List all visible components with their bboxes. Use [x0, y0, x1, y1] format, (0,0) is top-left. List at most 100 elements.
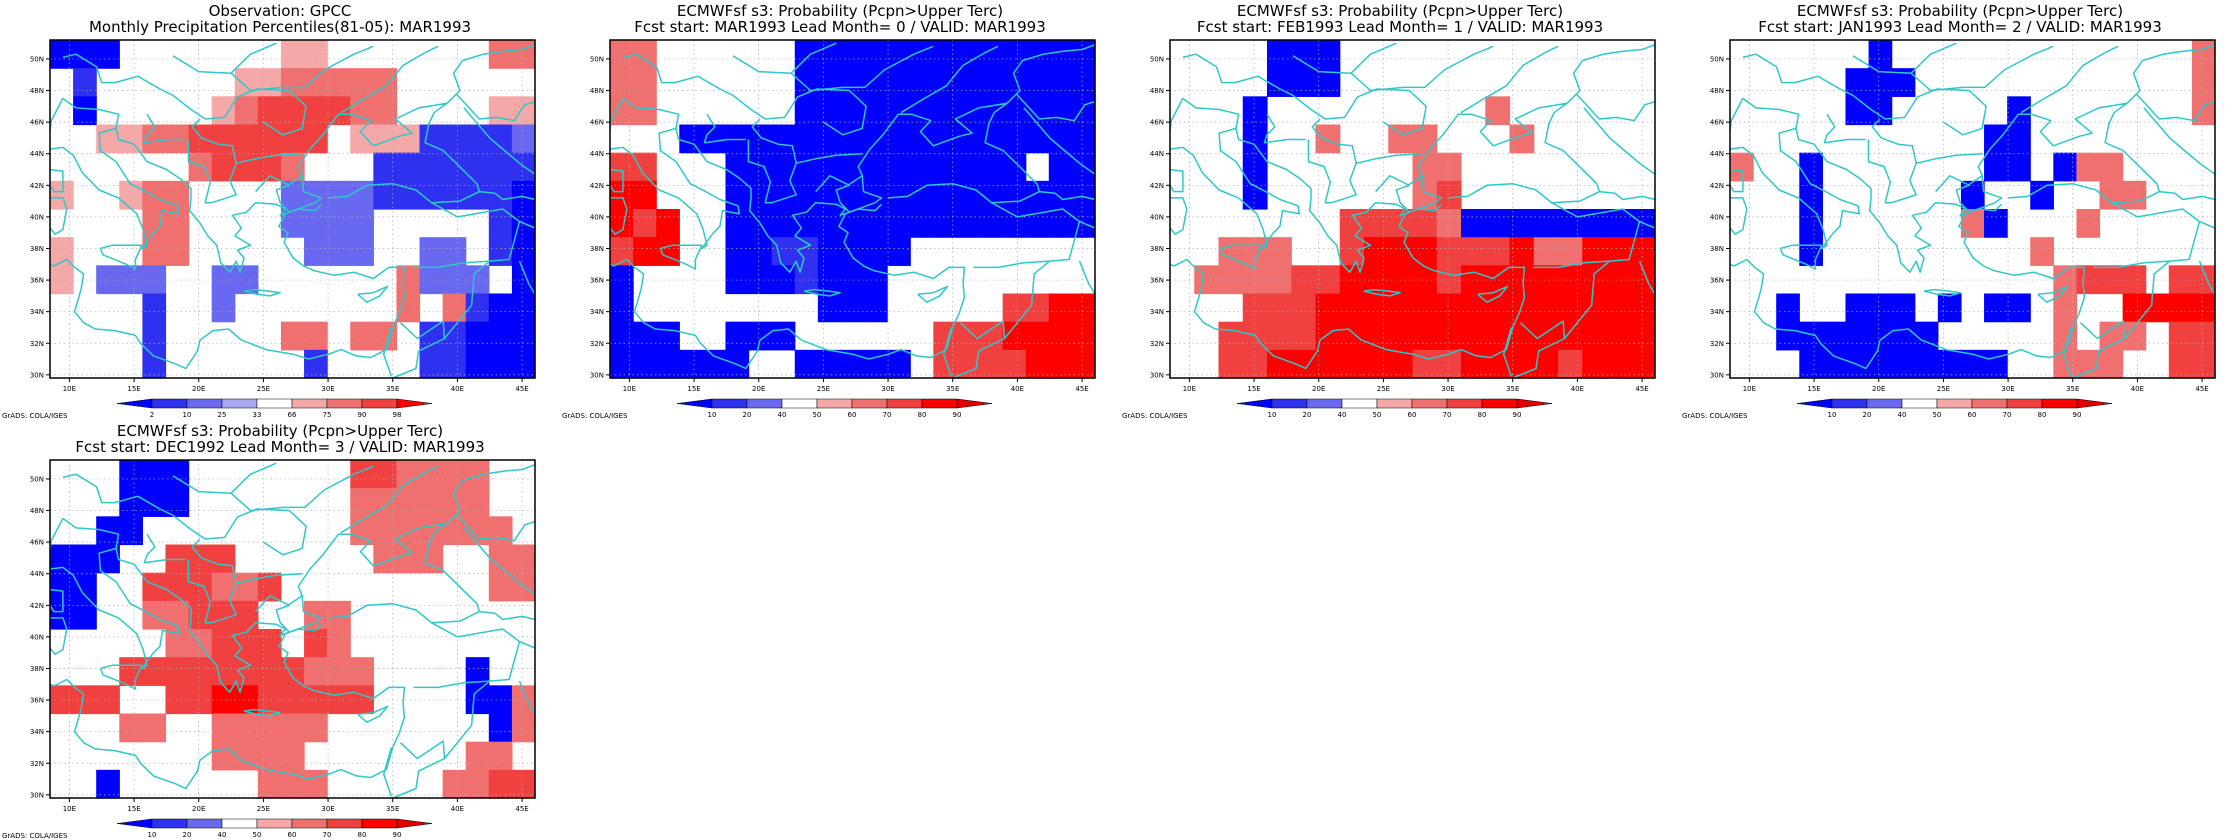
lon-tick-label: 45E — [2195, 385, 2208, 393]
colorbar-label: 80 — [1478, 411, 1487, 419]
shaded-cell — [1315, 349, 1341, 379]
shaded-cell — [864, 124, 888, 154]
lon-tick-label: 10E — [63, 805, 76, 813]
shaded-cell — [373, 68, 398, 97]
coastline — [187, 538, 237, 624]
lat-tick-label: 44N — [590, 150, 604, 158]
lat-tick-label: 30N — [1150, 371, 1164, 379]
shaded-cell — [142, 293, 167, 323]
shaded-cell — [211, 124, 236, 154]
shaded-cell — [2007, 124, 2031, 154]
shaded-cell — [419, 516, 444, 546]
shaded-cell — [1048, 68, 1073, 97]
coastline — [1729, 98, 1744, 131]
colorbar-label: 80 — [2038, 411, 2047, 419]
shaded-cell — [1914, 349, 1939, 379]
coastline — [392, 337, 445, 379]
lat-tick-label: 40N — [1150, 213, 1164, 221]
lat-tick-label: 44N — [1710, 150, 1724, 158]
coastline — [900, 45, 999, 114]
coastline — [99, 244, 143, 270]
shaded-cell — [1436, 321, 1462, 351]
shaded-cell — [373, 544, 398, 574]
shaded-cell — [1048, 209, 1073, 238]
coastline — [609, 203, 966, 370]
shaded-cell — [1845, 321, 1870, 351]
shaded-cell — [465, 265, 490, 295]
shaded-cell — [280, 180, 305, 210]
coastline — [1006, 43, 1096, 104]
shaded-cell — [257, 657, 282, 686]
map-panel: 10E 15E 20E 25E 30E 35E 40E 45E 30N 32N 34N 36N 38N 4… — [1120, 0, 1680, 420]
shaded-cell — [2099, 349, 2124, 379]
shaded-cell — [465, 741, 490, 771]
shaded-cell — [1937, 349, 1962, 379]
colorbar: 10 20 40 50 60 70 80 90 — [1796, 398, 2113, 419]
lon-tick-label: 35E — [946, 385, 959, 393]
shaded-cell — [1388, 124, 1414, 154]
shaded-cell — [887, 40, 911, 69]
plot-frame — [609, 39, 1096, 379]
shaded-cell — [633, 180, 657, 210]
colorbar-label: 90 — [358, 411, 367, 419]
shaded-cell — [488, 741, 513, 771]
coastline — [747, 118, 797, 204]
coastline — [1356, 152, 1423, 164]
lat-tick-label: 36N — [1710, 277, 1724, 285]
shaded-cell — [142, 657, 167, 686]
shaded-cell — [119, 124, 143, 154]
coastline — [2093, 221, 2201, 269]
shaded-cell — [1388, 293, 1414, 323]
lat-tick-label: 32N — [30, 760, 44, 768]
shaded-cell — [2168, 293, 2193, 323]
shaded-cell — [1868, 293, 1893, 323]
colorbar-label: 10 — [148, 831, 157, 839]
shaded-cell — [1315, 40, 1341, 69]
colorbar-label: 40 — [1898, 411, 1907, 419]
shaded-cell — [465, 460, 490, 489]
colorbar-swatch — [1411, 398, 1448, 409]
shaded-cell — [725, 209, 750, 238]
lon-tick-label: 25E — [257, 385, 270, 393]
lon-tick-label: 45E — [515, 385, 528, 393]
shaded-cell — [1436, 152, 1462, 182]
shaded-cell — [1339, 349, 1365, 379]
shaded-cell — [840, 209, 865, 238]
shaded-cell — [794, 209, 819, 238]
colorbar-label: 20 — [183, 831, 192, 839]
colorbar-swatch — [1306, 398, 1343, 409]
coastline — [287, 175, 303, 186]
grads-credit: GrADS: COLA/IGES — [2, 412, 68, 420]
coastline — [392, 757, 445, 799]
shaded-cell — [725, 265, 750, 295]
shaded-cell — [396, 544, 421, 574]
colorbar-swatch — [1341, 398, 1378, 409]
lat-tick-label: 50N — [30, 475, 44, 483]
shaded-cell — [794, 96, 819, 126]
shaded-cell — [119, 516, 143, 546]
shaded-cell — [979, 96, 1004, 126]
colorbar-label: 90 — [393, 831, 402, 839]
colorbar-swatch — [1376, 398, 1413, 409]
shaded-cell — [350, 68, 374, 97]
coastline — [1935, 175, 1970, 193]
shaded-cell — [1048, 40, 1073, 69]
coastline — [1742, 53, 1987, 136]
shaded-cell — [488, 293, 513, 323]
shaded-cell — [280, 209, 305, 238]
shaded-cell — [748, 265, 773, 295]
map-panel: 10E 15E 20E 25E 30E 35E 40E 45E 30N 32N 34N 36N 38N 4… — [0, 0, 560, 420]
shaded-cell — [211, 741, 236, 771]
shaded-cells — [610, 40, 1096, 379]
shaded-cell — [280, 124, 305, 154]
shaded-cell — [442, 349, 467, 379]
coastline — [1292, 42, 1397, 74]
shaded-cell — [396, 265, 421, 295]
lat-tick-label: 30N — [30, 791, 44, 799]
shaded-cell — [1002, 209, 1027, 238]
lon-tick-label: 30E — [321, 805, 334, 813]
shaded-cell — [396, 460, 421, 489]
shaded-cell — [610, 40, 634, 69]
colorbar-label: 98 — [393, 411, 402, 419]
shaded-cell — [50, 265, 74, 295]
